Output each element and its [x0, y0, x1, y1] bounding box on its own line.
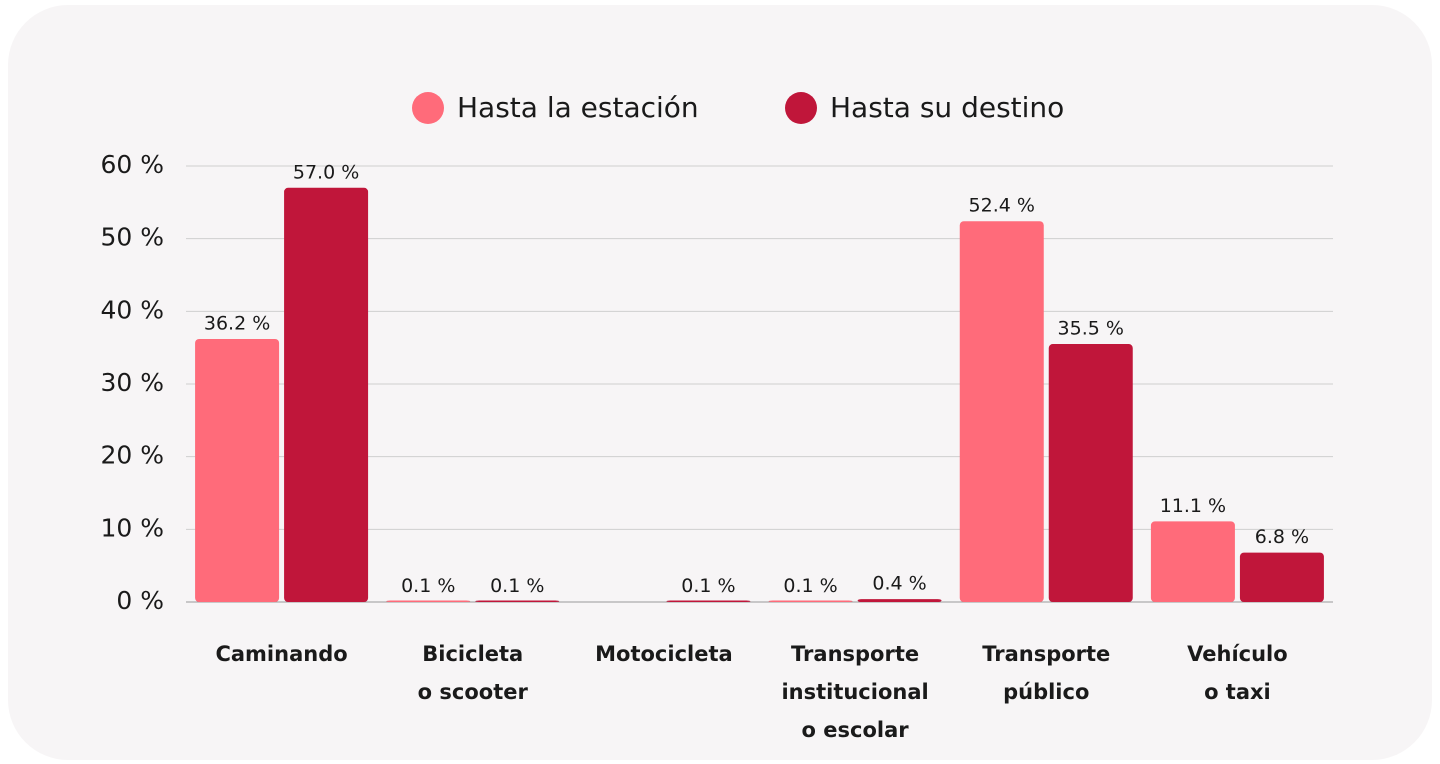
y-tick-label: 0 % — [116, 586, 164, 615]
bar — [284, 187, 369, 603]
x-tick-label: institucional — [781, 680, 928, 704]
x-tick-label: Vehículo — [1187, 642, 1288, 666]
x-tick-label: Transporte — [791, 642, 919, 666]
data-label: 35.5 % — [1058, 318, 1124, 340]
x-tick-label: Motocicleta — [595, 642, 733, 666]
x-tick-label: o escolar — [802, 718, 910, 742]
legend-label: Hasta la estación — [457, 91, 699, 124]
x-tick-label: Transporte — [982, 642, 1110, 666]
data-label: 0.1 % — [401, 575, 455, 597]
bar — [386, 600, 471, 602]
data-label: 0.1 % — [783, 575, 837, 597]
y-tick-label: 40 % — [100, 295, 164, 324]
bar — [1239, 552, 1324, 602]
y-tick-label: 20 % — [100, 441, 164, 470]
bar — [1048, 344, 1133, 602]
y-tick-label: 50 % — [100, 223, 164, 252]
bar — [768, 600, 853, 602]
x-tick-label: o taxi — [1204, 680, 1271, 704]
data-label: 6.8 % — [1255, 526, 1309, 548]
y-tick-label: 60 % — [100, 150, 164, 179]
data-label: 11.1 % — [1160, 495, 1226, 517]
bar — [959, 221, 1044, 602]
legend-swatch — [785, 92, 817, 124]
data-label: 0.1 % — [681, 575, 735, 597]
data-label: 52.4 % — [969, 195, 1035, 217]
x-tick-label: o scooter — [418, 680, 529, 704]
bar — [666, 600, 751, 602]
y-tick-label: 10 % — [100, 513, 164, 542]
x-tick-label: público — [1003, 680, 1089, 704]
bar — [475, 600, 560, 602]
data-label: 36.2 % — [204, 312, 270, 334]
bar — [1150, 521, 1235, 602]
bar — [195, 338, 280, 602]
data-label: 0.4 % — [872, 573, 926, 595]
y-tick-label: 30 % — [100, 368, 164, 397]
data-label: 0.1 % — [490, 575, 544, 597]
legend-label: Hasta su destino — [830, 91, 1064, 124]
data-label: 57.0 % — [293, 161, 359, 183]
x-tick-label: Caminando — [215, 642, 347, 666]
x-tick-label: Bicicleta — [422, 642, 523, 666]
legend-swatch — [412, 92, 444, 124]
bar — [857, 599, 942, 602]
